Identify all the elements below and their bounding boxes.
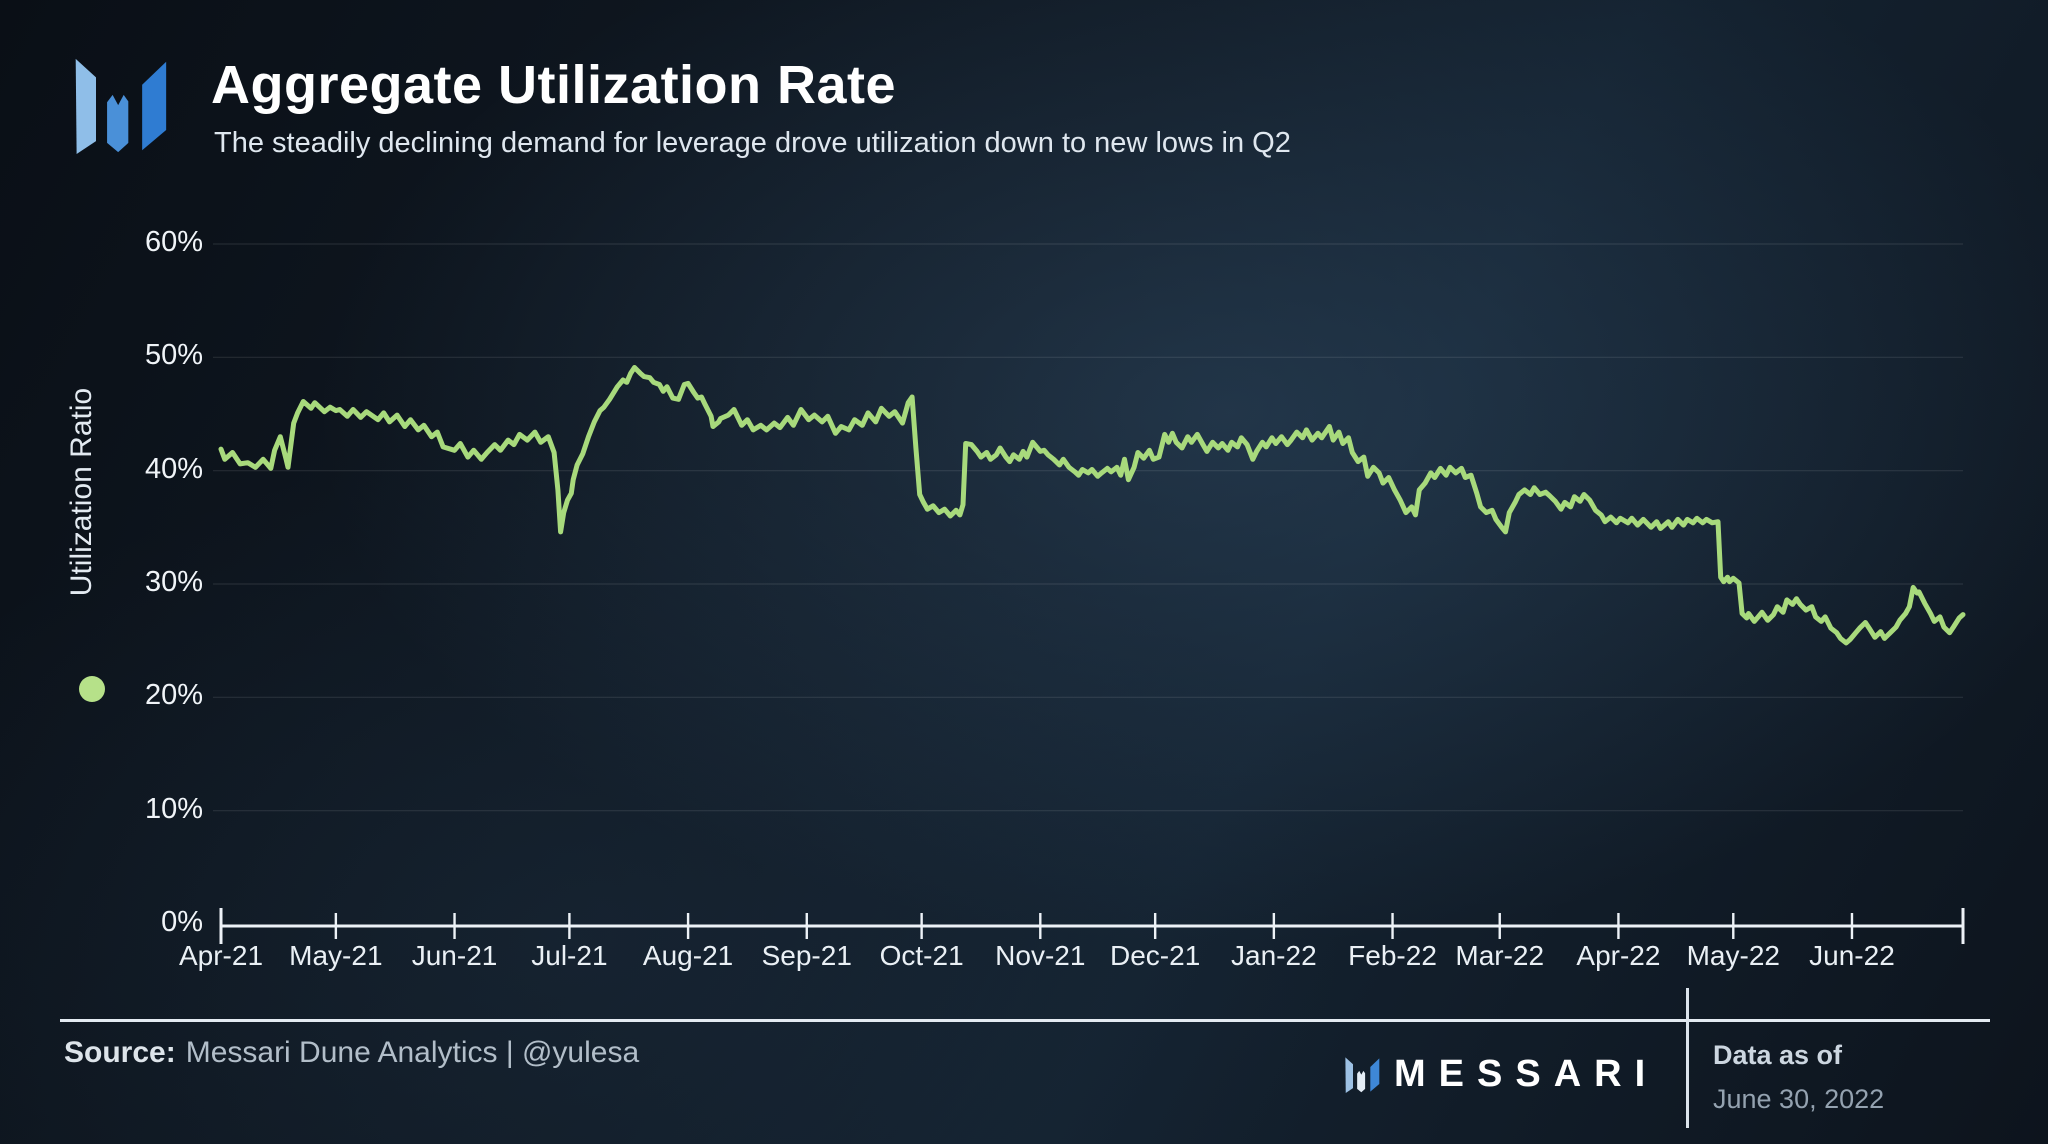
footer-rule xyxy=(60,1019,1990,1022)
x-axis-tick-label: Jan-22 xyxy=(1231,940,1317,971)
x-axis-tick-label: Aug-21 xyxy=(642,940,734,971)
page-title: Aggregate Utilization Rate xyxy=(211,55,897,115)
y-axis-tick-label: 40% xyxy=(144,452,203,485)
x-axis-tick-label: Oct-21 xyxy=(879,940,964,971)
y-axis-tick-label: 50% xyxy=(144,339,203,372)
messari-logo-icon-small xyxy=(1345,1056,1380,1093)
x-axis-tick-label: Jun-22 xyxy=(1809,940,1895,971)
messari-logo-icon xyxy=(75,58,167,154)
messari-wordmark: MESSARI xyxy=(1344,1053,1658,1096)
brand-name: MESSARI xyxy=(1394,1053,1659,1095)
x-axis-tick-label: Jul-21 xyxy=(531,940,608,971)
x-axis-tick-label: Jun-21 xyxy=(411,940,498,971)
utilization-ratio-line xyxy=(218,365,1966,646)
footer-divider xyxy=(1686,988,1689,1128)
y-axis-tick-label: 0% xyxy=(161,906,203,938)
x-axis-tick-label: Feb-22 xyxy=(1348,940,1437,971)
x-axis-tick-label: Apr-21 xyxy=(178,940,264,971)
source-label: Source: xyxy=(64,1036,176,1069)
source-text: Messari Dune Analytics | @yulesa xyxy=(185,1036,640,1069)
y-axis-tick-label: 60% xyxy=(144,226,203,258)
x-axis-tick-label: May-21 xyxy=(289,940,383,971)
x-axis-tick-label: Nov-21 xyxy=(995,940,1086,971)
source-line: Source: Messari Dune Analytics | @yulesa xyxy=(64,1036,639,1070)
data-as-of-value: June 30, 2022 xyxy=(1713,1084,1885,1114)
y-axis-tick-label: 30% xyxy=(144,566,203,598)
x-axis-tick-label: Mar-22 xyxy=(1455,940,1545,971)
x-axis-tick-label: Sep-21 xyxy=(761,940,852,971)
legend-dot xyxy=(79,676,105,702)
y-axis-title: Utilization Ratio xyxy=(65,387,98,597)
x-axis-tick-label: Apr-22 xyxy=(1576,940,1661,971)
y-axis-tick-label: 20% xyxy=(144,679,203,712)
data-as-of-label: Data as of xyxy=(1713,1040,1843,1070)
page-subtitle: The steadily declining demand for levera… xyxy=(214,127,1291,159)
x-axis-tick-label: Dec-21 xyxy=(1110,940,1201,971)
x-axis-tick-label: May-22 xyxy=(1686,940,1780,971)
y-axis-tick-label: 10% xyxy=(144,792,203,825)
